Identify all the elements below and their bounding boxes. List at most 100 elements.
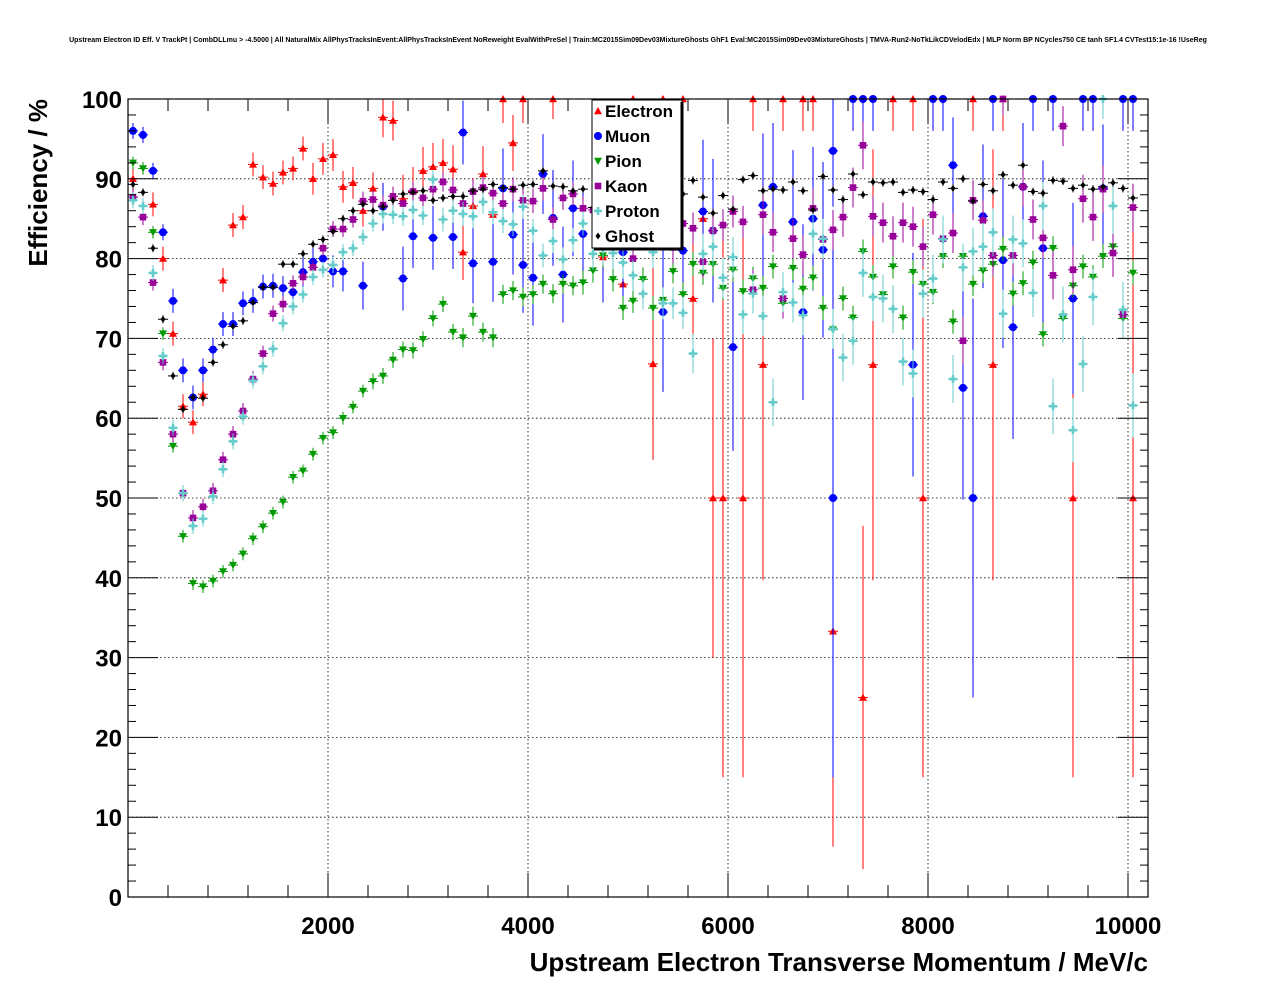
data-point bbox=[369, 219, 378, 228]
data-point bbox=[730, 205, 736, 213]
data-point bbox=[809, 274, 817, 282]
data-point bbox=[360, 200, 366, 208]
data-point bbox=[429, 315, 437, 323]
data-point bbox=[739, 310, 747, 319]
data-point bbox=[869, 213, 877, 220]
data-point bbox=[319, 265, 328, 274]
data-point bbox=[339, 267, 347, 276]
data-point bbox=[690, 176, 696, 184]
data-point bbox=[509, 138, 517, 147]
data-point bbox=[1079, 359, 1087, 368]
data-point bbox=[969, 247, 977, 256]
data-point bbox=[409, 347, 417, 355]
data-point bbox=[340, 215, 346, 223]
data-point bbox=[719, 221, 727, 229]
data-point bbox=[179, 533, 187, 541]
data-point bbox=[508, 220, 517, 229]
data-point bbox=[299, 467, 307, 475]
data-point bbox=[1039, 201, 1047, 210]
data-point bbox=[649, 248, 657, 257]
data-point bbox=[379, 372, 387, 380]
data-point bbox=[929, 274, 937, 283]
y-tick-label: 20 bbox=[95, 725, 122, 752]
data-point bbox=[149, 166, 157, 175]
data-point bbox=[769, 228, 777, 236]
data-point bbox=[469, 212, 478, 221]
data-point bbox=[1129, 401, 1137, 410]
data-point bbox=[579, 219, 587, 228]
data-point bbox=[790, 178, 796, 186]
data-point bbox=[289, 302, 298, 311]
data-point bbox=[719, 273, 727, 282]
data-point bbox=[279, 319, 288, 328]
data-point bbox=[899, 357, 907, 366]
data-point bbox=[1069, 426, 1077, 435]
legend-label: Electron bbox=[605, 102, 673, 121]
data-point bbox=[579, 205, 587, 212]
data-point bbox=[389, 116, 397, 124]
data-point bbox=[259, 173, 267, 181]
data-point bbox=[979, 216, 987, 224]
data-point bbox=[979, 242, 987, 251]
data-point bbox=[139, 165, 147, 173]
data-point bbox=[899, 314, 907, 322]
data-point bbox=[389, 356, 397, 364]
data-point bbox=[579, 279, 587, 287]
data-point bbox=[339, 225, 347, 233]
legend-box bbox=[591, 99, 683, 249]
y-tick-label: 10 bbox=[95, 805, 122, 832]
data-point bbox=[909, 268, 917, 277]
data-point bbox=[229, 561, 237, 570]
data-point bbox=[919, 289, 927, 298]
data-point bbox=[139, 130, 147, 139]
data-point bbox=[209, 577, 217, 585]
data-point bbox=[889, 304, 897, 313]
data-point bbox=[309, 272, 318, 281]
data-point bbox=[359, 233, 368, 242]
data-point bbox=[1049, 245, 1057, 253]
data-point bbox=[429, 233, 437, 242]
data-point bbox=[180, 405, 186, 413]
data-point bbox=[739, 494, 747, 502]
data-point bbox=[349, 178, 357, 186]
data-point bbox=[269, 179, 277, 187]
data-point bbox=[280, 260, 286, 268]
y-axis-label: Efficiency / % bbox=[23, 99, 53, 267]
legend-item-electron: Electron bbox=[594, 102, 673, 121]
data-point bbox=[390, 196, 396, 204]
data-point bbox=[409, 232, 417, 241]
data-point bbox=[1129, 269, 1137, 277]
data-point bbox=[950, 184, 956, 192]
data-point bbox=[779, 288, 787, 297]
data-point bbox=[530, 180, 536, 188]
data-point bbox=[269, 344, 278, 353]
data-point bbox=[450, 192, 456, 200]
data-point bbox=[629, 271, 637, 280]
data-point bbox=[829, 226, 837, 234]
data-point bbox=[329, 260, 338, 269]
data-point bbox=[589, 249, 597, 258]
data-point bbox=[489, 208, 498, 217]
data-point bbox=[299, 290, 308, 299]
data-point bbox=[1080, 181, 1086, 189]
data-point bbox=[799, 251, 807, 258]
data-point bbox=[879, 294, 887, 303]
data-point bbox=[1019, 280, 1027, 288]
data-point bbox=[1019, 183, 1027, 191]
data-point bbox=[559, 194, 567, 202]
data-point bbox=[1029, 216, 1037, 223]
data-point bbox=[159, 330, 167, 338]
data-point bbox=[589, 267, 597, 275]
data-point bbox=[519, 202, 527, 211]
data-point bbox=[1060, 177, 1066, 185]
data-point bbox=[709, 494, 717, 502]
data-point bbox=[160, 315, 166, 323]
data-point bbox=[580, 185, 586, 193]
data-point bbox=[1069, 494, 1077, 502]
data-point bbox=[609, 276, 617, 284]
axis-ticks bbox=[128, 98, 1148, 898]
data-point bbox=[550, 182, 556, 190]
data-point bbox=[689, 260, 697, 269]
data-point bbox=[1099, 253, 1107, 261]
data-point bbox=[150, 244, 156, 252]
